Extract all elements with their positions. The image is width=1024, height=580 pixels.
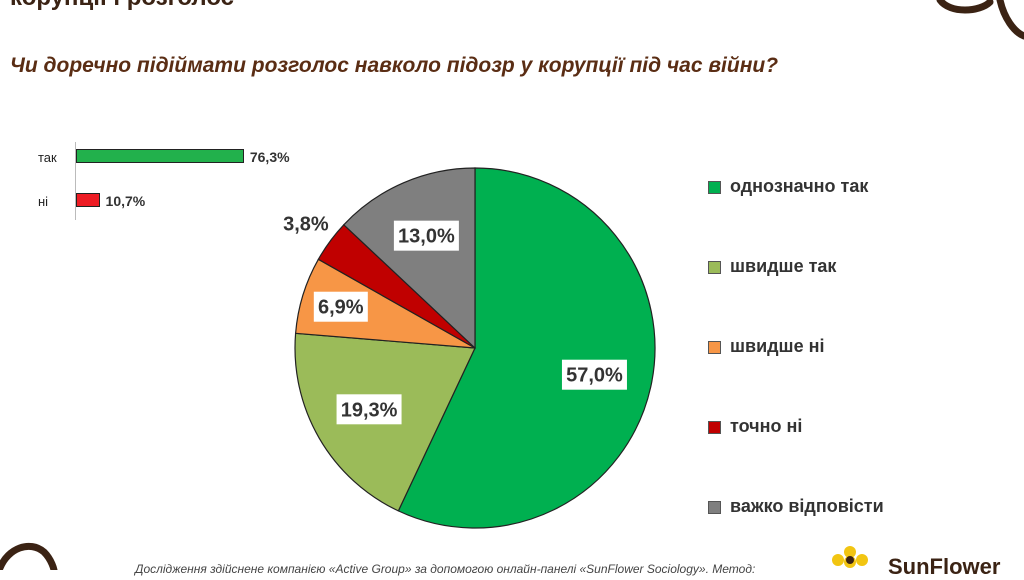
summary-value: 76,3%: [249, 149, 290, 165]
footer-source-text: Дослідження здійснене компанією «Active …: [135, 562, 756, 576]
swirl-bottom-left-icon: [0, 543, 58, 570]
legend-swatch: [708, 181, 721, 194]
page-title-partial: корупції і розголос: [10, 0, 234, 12]
legend-swatch: [708, 501, 721, 514]
brand-name: SunFlower: [888, 554, 1001, 579]
legend-item: важко відповісти: [708, 496, 1008, 520]
summary-value: 10,7%: [105, 193, 146, 209]
chart-legend: однозначно так швидше так швидше ні точн…: [708, 176, 1008, 536]
chart-question: Чи доречно підіймати розголос навколо пі…: [10, 54, 779, 77]
summary-label: так: [38, 150, 57, 165]
legend-swatch: [708, 341, 721, 354]
legend-label: швидше ні: [730, 336, 825, 356]
summary-bar-yes: [76, 149, 244, 163]
legend-swatch: [708, 261, 721, 274]
data-label: 57,0%: [566, 365, 623, 387]
data-label-box: [336, 394, 402, 425]
legend-item: однозначно так: [708, 176, 1008, 200]
legend-label: важко відповісти: [730, 496, 884, 516]
data-label-box: [561, 359, 627, 390]
swirl-top-right-icon: [936, 0, 1024, 40]
legend-label: однозначно так: [730, 176, 869, 196]
legend-swatch: [708, 421, 721, 434]
summary-bars: так 76,3% ні 10,7%: [20, 142, 300, 222]
sunflower-logo-icon: [832, 546, 868, 568]
data-label-box: [393, 220, 459, 251]
data-label: 13,0%: [398, 226, 455, 248]
legend-label: швидше так: [730, 256, 837, 276]
legend-item: швидше ні: [708, 336, 1008, 360]
summary-row-no: ні 10,7%: [20, 192, 300, 210]
summary-bar-no: [76, 193, 100, 207]
legend-item: точно ні: [708, 416, 1008, 440]
data-label: 6,9%: [318, 297, 364, 319]
data-label: 19,3%: [341, 399, 398, 421]
pie-slice: [342, 167, 476, 350]
data-label: 3,8%: [283, 214, 329, 236]
legend-item: швидше так: [708, 256, 1008, 280]
summary-label: ні: [38, 194, 49, 209]
summary-row-yes: так 76,3%: [20, 148, 300, 166]
data-label-box: [313, 291, 368, 322]
legend-label: точно ні: [730, 416, 803, 436]
pie-slice: [397, 167, 656, 529]
summary-axis: [75, 142, 76, 220]
